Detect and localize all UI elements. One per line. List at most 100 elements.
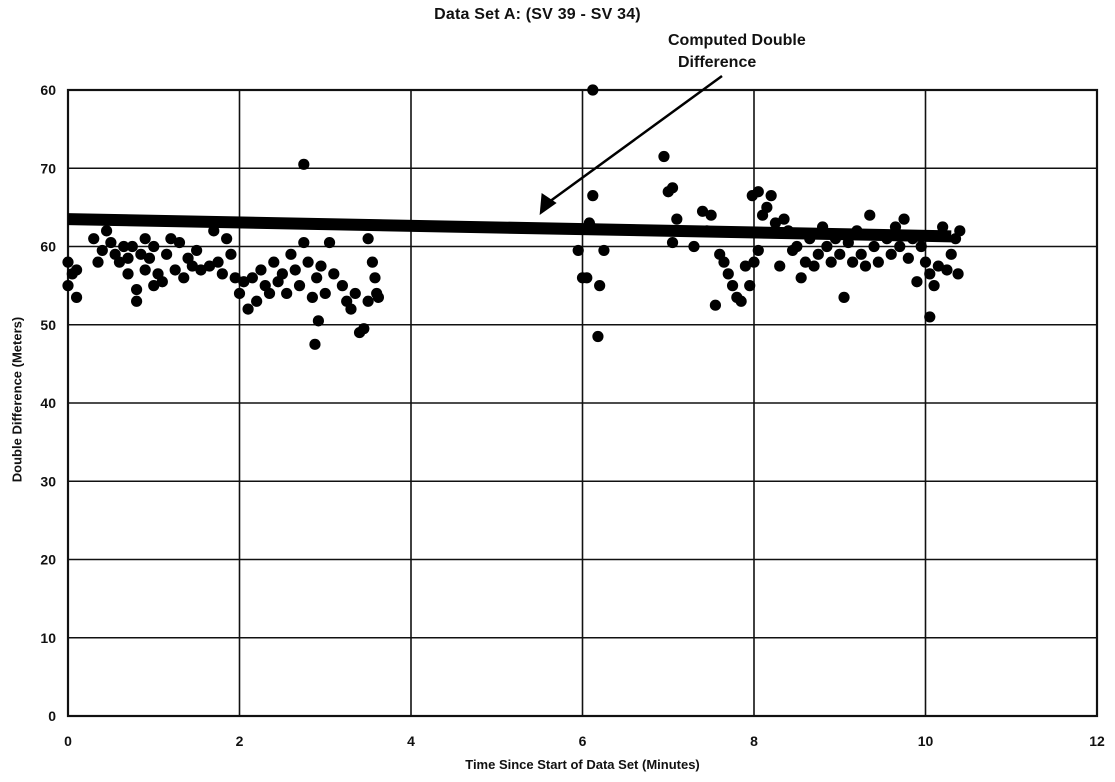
data-point [671, 213, 683, 225]
data-point [309, 338, 321, 350]
data-point [919, 256, 932, 268]
data-point [293, 280, 306, 292]
data-point [952, 268, 964, 280]
data-point [148, 280, 160, 292]
data-point [349, 287, 361, 300]
data-point [362, 233, 374, 245]
data-point [122, 252, 134, 264]
data-point [885, 248, 897, 260]
data-point [924, 268, 936, 280]
data-point [585, 221, 597, 233]
data-point [739, 260, 752, 272]
data-point [782, 225, 794, 237]
data-point [118, 240, 130, 253]
data-point [62, 256, 74, 268]
data-point [791, 240, 803, 253]
chart-title: Data Set A: (SV 39 - SV 34) [434, 6, 641, 23]
data-point [696, 205, 709, 217]
computed-double-difference-line [67, 213, 952, 243]
data-point [195, 264, 207, 276]
data-point [268, 256, 280, 268]
data-point [817, 221, 829, 233]
data-point [808, 260, 820, 272]
data-point [319, 287, 331, 300]
data-point [345, 303, 357, 315]
data-point [915, 240, 927, 253]
data-point [924, 311, 936, 323]
data-point [131, 283, 143, 296]
x-tick-label: 8 [750, 733, 758, 749]
data-point [705, 209, 717, 221]
data-point [105, 236, 117, 249]
data-point [298, 236, 310, 249]
data-point [148, 240, 160, 253]
data-point [233, 287, 246, 300]
y-tick-label: 50 [40, 317, 56, 333]
y-tick-label: 20 [40, 552, 56, 568]
data-point [173, 236, 186, 249]
data-point [246, 272, 258, 284]
data-point [238, 276, 250, 288]
data-point [937, 221, 949, 233]
data-point [311, 272, 323, 284]
data-point [752, 186, 764, 198]
data-point [186, 260, 198, 272]
x-axis-label: Time Since Start of Data Set (Minutes) [465, 757, 700, 772]
data-point [96, 244, 108, 257]
x-tick-label: 12 [1089, 733, 1105, 749]
data-point [587, 190, 599, 202]
y-tick-label: 30 [40, 473, 56, 489]
data-point [954, 225, 966, 237]
x-tick-label: 6 [579, 733, 587, 749]
data-point [799, 256, 812, 268]
data-point [62, 280, 74, 292]
data-point [315, 260, 327, 272]
data-point [902, 252, 914, 264]
data-point [834, 248, 846, 260]
data-point [795, 272, 807, 284]
data-point [701, 225, 713, 237]
data-point [847, 256, 859, 268]
y-tick-label: 70 [40, 160, 56, 176]
data-point [592, 330, 604, 343]
data-point [298, 158, 310, 170]
data-point [838, 291, 850, 303]
data-point [229, 272, 241, 284]
data-point [735, 295, 747, 307]
data-point [165, 233, 177, 245]
y-tick-label: 10 [40, 630, 56, 646]
data-point [898, 213, 910, 225]
plot-border [66, 88, 1099, 718]
data-point [358, 323, 370, 335]
data-point [178, 272, 190, 284]
annotation-arrowhead [539, 193, 557, 216]
data-point [868, 240, 880, 253]
data-point [812, 248, 824, 260]
data-point [744, 280, 756, 292]
x-tick-label: 0 [64, 733, 72, 749]
data-point [774, 260, 786, 272]
data-point [135, 248, 147, 260]
data-point [161, 248, 173, 260]
data-point [587, 84, 599, 96]
data-point [143, 252, 156, 264]
data-point [932, 260, 944, 272]
data-point [113, 256, 126, 268]
data-point [804, 233, 816, 245]
data-point [156, 276, 168, 288]
data-point [225, 248, 237, 260]
x-tick-label: 2 [236, 733, 244, 749]
annotation-line-1: Computed Double [668, 32, 806, 49]
annotation-label: Computed Double Difference [668, 30, 908, 74]
data-point [881, 233, 893, 245]
data-point [825, 256, 837, 268]
data-point [289, 264, 301, 276]
data-point [362, 295, 374, 307]
data-point [752, 244, 764, 257]
data-point [748, 256, 760, 268]
data-point [312, 315, 324, 327]
y-tick-label: 60 [40, 239, 56, 255]
data-point [281, 287, 293, 300]
data-point [92, 256, 104, 268]
